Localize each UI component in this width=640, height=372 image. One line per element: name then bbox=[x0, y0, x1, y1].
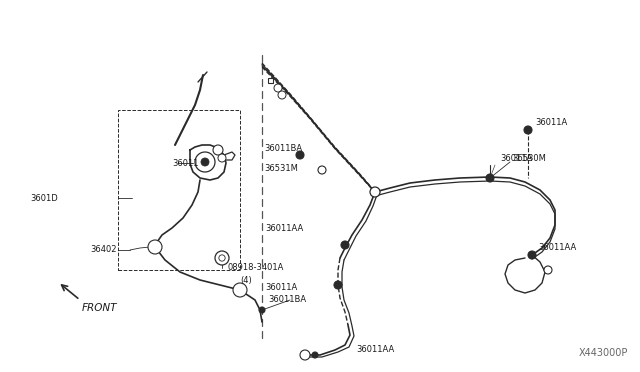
Text: 08918-3401A: 08918-3401A bbox=[228, 263, 284, 273]
Circle shape bbox=[259, 307, 265, 313]
Circle shape bbox=[524, 126, 532, 134]
Circle shape bbox=[215, 251, 229, 265]
Text: X443000P: X443000P bbox=[579, 348, 628, 358]
Text: 36011AA: 36011AA bbox=[538, 244, 576, 253]
Bar bbox=[268, 77, 273, 83]
Text: 36402: 36402 bbox=[90, 246, 116, 254]
Circle shape bbox=[201, 158, 209, 166]
Text: (4): (4) bbox=[240, 276, 252, 285]
Text: 36011A: 36011A bbox=[500, 154, 532, 163]
Text: 36531M: 36531M bbox=[264, 164, 298, 173]
Text: 36011AA: 36011AA bbox=[356, 346, 394, 355]
Text: 36011A: 36011A bbox=[535, 118, 567, 126]
Circle shape bbox=[528, 251, 536, 259]
Text: 3601D: 3601D bbox=[30, 193, 58, 202]
Circle shape bbox=[213, 145, 223, 155]
Circle shape bbox=[219, 255, 225, 261]
Text: 36011: 36011 bbox=[172, 158, 198, 167]
Circle shape bbox=[195, 152, 215, 172]
Circle shape bbox=[318, 166, 326, 174]
Text: 36011BA: 36011BA bbox=[264, 144, 302, 153]
Circle shape bbox=[233, 283, 247, 297]
Circle shape bbox=[544, 266, 552, 274]
Text: FRONT: FRONT bbox=[82, 303, 118, 313]
Text: 36011AA: 36011AA bbox=[265, 224, 303, 232]
Circle shape bbox=[341, 241, 349, 249]
Circle shape bbox=[370, 187, 380, 197]
Circle shape bbox=[278, 91, 286, 99]
Circle shape bbox=[296, 151, 304, 159]
Text: 36011BA: 36011BA bbox=[268, 295, 306, 305]
Circle shape bbox=[274, 84, 282, 92]
Circle shape bbox=[312, 352, 318, 358]
Circle shape bbox=[148, 240, 162, 254]
Circle shape bbox=[218, 154, 226, 162]
Circle shape bbox=[334, 281, 342, 289]
Text: 36530M: 36530M bbox=[512, 154, 546, 163]
Circle shape bbox=[486, 174, 494, 182]
Bar bbox=[118, 110, 240, 270]
Text: 36011A: 36011A bbox=[265, 283, 297, 292]
Circle shape bbox=[300, 350, 310, 360]
